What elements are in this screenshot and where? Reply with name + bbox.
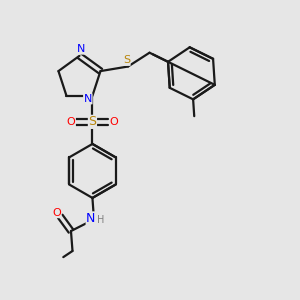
Text: O: O (52, 208, 61, 218)
Text: N: N (86, 212, 96, 225)
Text: O: O (67, 117, 75, 127)
Text: N: N (84, 94, 92, 104)
Text: S: S (123, 56, 130, 65)
Text: O: O (110, 117, 118, 127)
Text: H: H (97, 215, 104, 225)
Text: N: N (77, 44, 85, 54)
Text: S: S (88, 116, 96, 128)
